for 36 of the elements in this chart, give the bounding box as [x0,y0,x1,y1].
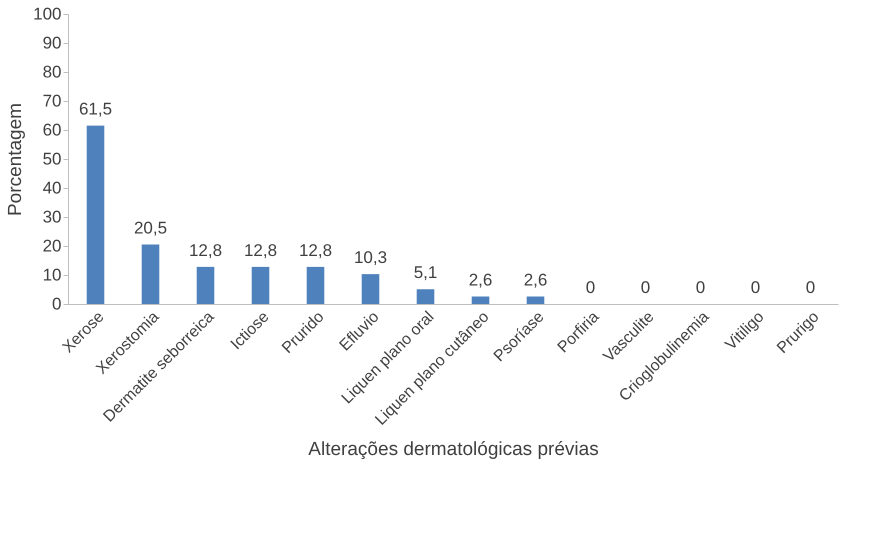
bar [472,296,490,304]
data-label: 0 [586,278,596,297]
data-label: 2,6 [468,270,492,290]
bar [306,266,324,304]
y-axis-title: Porcentagem [5,102,26,216]
y-tick-label: 20 [42,236,62,256]
y-tick-label: 90 [42,34,62,52]
data-label: 0 [750,278,760,297]
bar [86,126,104,304]
bar [362,274,380,304]
bar [416,289,434,304]
bar [196,266,214,304]
y-tick-label: 30 [42,208,62,226]
data-label: 12,8 [188,240,222,260]
data-label: 0 [696,278,706,297]
data-label: 5,1 [414,263,438,282]
data-label: 20,5 [134,218,168,238]
y-tick-label: 40 [42,178,62,198]
data-label: 12,8 [298,240,332,260]
data-label: 2,6 [524,270,548,290]
y-tick-label: 70 [42,92,62,110]
bar [526,296,544,304]
y-tick-label: 80 [42,62,62,82]
data-label: 0 [640,278,650,297]
data-label: 0 [806,278,816,297]
y-tick-label: 50 [42,150,62,168]
data-label: 61,5 [78,100,112,119]
data-label: 10,3 [354,248,388,268]
y-tick-label: 10 [42,266,62,284]
data-label: 12,8 [244,240,278,260]
x-axis-title: Alterações dermatológicas prévias [308,439,599,460]
y-tick-label: 60 [42,120,62,140]
y-tick-label: 0 [52,294,62,314]
bar [252,266,270,304]
bar [142,244,160,304]
y-tick-label: 100 [33,4,62,24]
